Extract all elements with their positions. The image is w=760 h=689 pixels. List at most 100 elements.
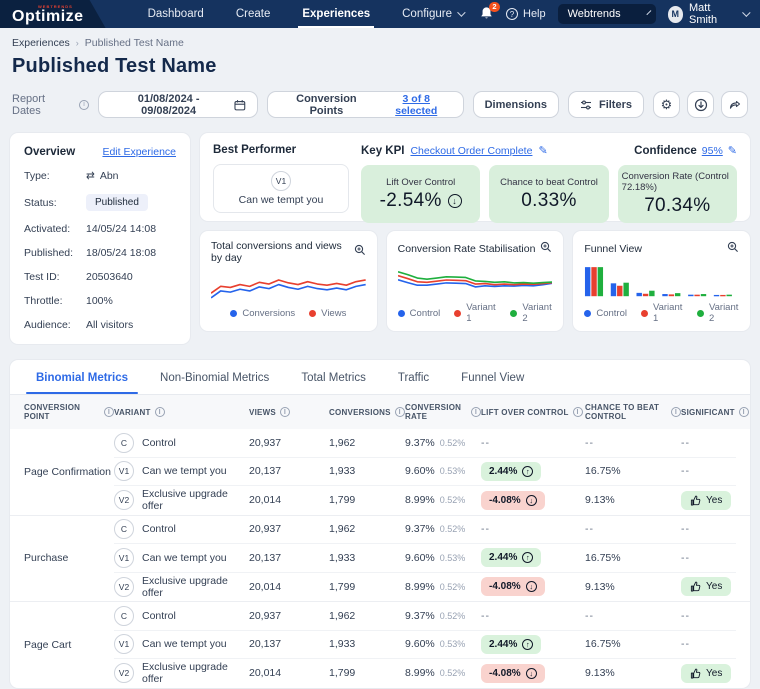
conversion-rate-cell: 9.60% 0.53% [405,552,481,564]
rate-std-error: 0.52% [439,437,466,448]
info-icon[interactable]: i [79,99,90,110]
download-button[interactable] [687,91,714,118]
tab-total-metrics[interactable]: Total Metrics [301,372,366,384]
info-icon[interactable]: i [104,407,114,417]
sliders-icon [580,100,591,109]
column-header-label: Conversion Point [24,403,81,421]
conversion-points-selected-link[interactable]: 3 of 8 selected [395,92,438,117]
lift-badge: 2.44% ↑ [481,461,542,481]
significant-cell: -- [681,465,736,477]
thumbs-up-icon [690,581,701,592]
empty-value: -- [681,465,690,478]
overview-status-row: Status: Published [24,194,176,211]
conversion-points-button[interactable]: Conversion Points 3 of 8 selected [266,91,464,118]
kpi-box-label: Conversion Rate (Control 72.18%) [621,171,729,193]
nav-item-configure[interactable]: Configure [386,0,479,28]
trend-down-icon: ↓ [525,494,537,506]
avatar: M [667,5,683,23]
edit-pencil-icon[interactable]: ✎ [538,145,548,157]
rate-std-error: 0.53% [439,466,466,477]
kpi-card-box: Chance to beat Control 0.33% [489,165,609,223]
confidence-value-link[interactable]: 95% [701,144,723,157]
views-cell: 20,137 [249,551,282,564]
info-icon[interactable]: i [572,407,583,417]
account-dropdown[interactable]: Webtrends [557,4,656,24]
key-kpi-link[interactable]: Checkout Order Complete [410,144,533,157]
kpi-box-value: 70.34% [644,195,711,216]
significant-value: Yes [706,494,723,506]
rate-value: 9.37% [405,523,435,536]
lift-cell: 2.44% ↑ [481,461,585,481]
variant-cell: V1 Can we tempt you [114,547,249,568]
column-header: Views i [249,403,329,421]
info-icon[interactable]: i [394,407,405,417]
zoom-in-icon[interactable] [540,240,552,258]
kpi-box-label: Lift Over Control [386,176,456,188]
kpi-card-box: Conversion Rate (Control 72.18%) 70.34% [617,165,737,223]
conversion-rate-cell: 9.37% 0.52% [405,437,481,449]
share-button[interactable] [721,91,748,118]
tab-funnel-view[interactable]: Funnel View [461,372,525,384]
user-menu[interactable]: M Matt Smith [667,2,751,26]
table-row: V1 Can we tempt you 20,137 1,933 9.60% 0.53% 2… [114,544,736,573]
conversions-cell: 1,962 [329,523,356,536]
column-header: Lift Over Control i [481,403,585,421]
dimensions-button[interactable]: Dimensions [472,91,559,118]
tab-binomial-metrics[interactable]: Binomial Metrics [22,360,142,394]
chance-value: 9.13% [585,494,615,507]
shuffle-icon: ⇄ [86,170,95,182]
lift-value: -4.08% [489,667,521,679]
significant-cell: -- [681,437,736,449]
column-header: Variant i [114,403,249,421]
info-icon[interactable]: i [671,407,681,417]
metrics-tabs: Binomial Metrics Non-Binomial Metrics To… [10,360,750,395]
edit-experience-link[interactable]: Edit Experience [102,146,176,158]
optimize-logo[interactable]: WEBTRENDS Optimize [0,0,106,28]
legend-item: Control [584,302,627,324]
variant-name: Can we tempt you [142,638,227,651]
column-header-label: Variant [114,407,151,417]
empty-value: -- [585,523,594,536]
edit-pencil-icon[interactable]: ✎ [727,145,737,157]
metrics-panel: Binomial Metrics Non-Binomial Metrics To… [9,359,751,689]
rate-value: 9.37% [405,436,435,449]
nav-item-create[interactable]: Create [235,8,271,20]
tab-traffic[interactable]: Traffic [397,372,430,384]
date-range-button[interactable]: 01/08/2024 - 09/08/2024 [98,91,258,118]
confidence-label: Confidence [634,144,697,157]
report-dates-label: Report Dates i [12,93,90,117]
notification-count-badge: 2 [488,2,500,12]
info-icon[interactable]: i [471,407,481,417]
help-button[interactable]: ? Help [506,8,546,20]
nav-item-dashboard[interactable]: Dashboard [147,8,204,20]
variant-badge: V2 [114,576,134,597]
tab-non-binomial-metrics[interactable]: Non-Binomial Metrics [160,372,270,384]
info-icon[interactable]: i [279,407,290,417]
info-icon[interactable]: i [154,407,165,417]
empty-value: -- [481,523,490,536]
filters-button[interactable]: Filters [567,91,644,118]
significant-yes-badge: Yes [681,577,732,597]
nav-item-experiences[interactable]: Experiences [286,0,386,28]
zoom-in-icon[interactable] [354,243,366,261]
lift-cell: -4.08% ↓ [481,490,585,510]
views-cell: 20,937 [249,609,282,622]
chance-cell: 16.75% [585,638,681,650]
breadcrumb-experiences[interactable]: Experiences [12,37,70,49]
notifications-bell-icon[interactable]: 2 [479,2,500,22]
empty-value: -- [681,638,690,651]
variant-badge: V1 [114,461,134,482]
column-header-label: Chance to Beat Control [585,403,660,421]
breadcrumb-separator: › [75,38,79,48]
settings-button[interactable]: ⚙ [653,91,680,118]
kpi-box-value: 0.33% [521,189,577,211]
thumbs-up-icon [690,668,701,679]
rate-std-error: 0.52% [439,581,466,592]
group-rows: C Control 20,937 1,962 9.37% 0.52% -- -- -- V1 Can… [114,429,736,515]
info-icon[interactable]: i [738,407,749,417]
zoom-in-icon[interactable] [727,240,739,258]
empty-value: -- [681,609,690,622]
empty-value: -- [481,609,490,622]
best-performer-variant[interactable]: V1 Can we tempt you [213,164,349,213]
chance-cell: 16.75% [585,465,681,477]
